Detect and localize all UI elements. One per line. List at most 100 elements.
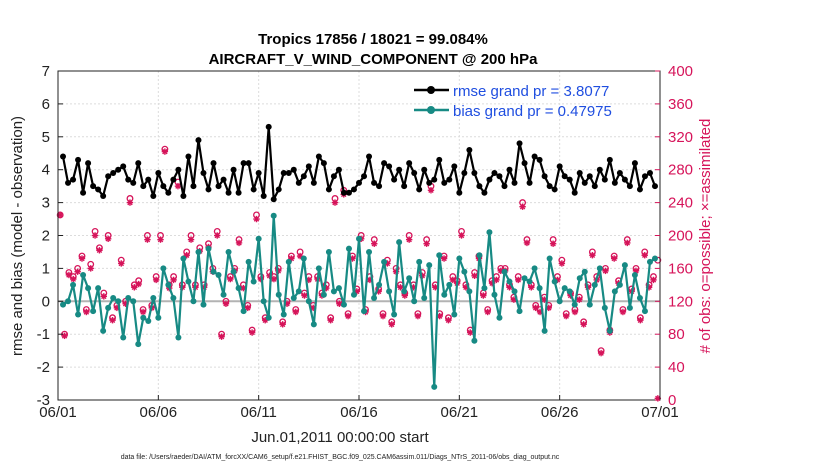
- obs-assimilated-stroke: [127, 199, 133, 206]
- bias-point: [436, 252, 443, 259]
- obs-assimilated-stroke: [79, 255, 85, 262]
- legend-rmse-marker: [427, 86, 435, 94]
- obs-assimilated-marker: [109, 317, 116, 324]
- obs-assimilated-stroke: [131, 284, 138, 291]
- obs-assimilated-marker: [152, 276, 160, 284]
- rmse-point: [220, 176, 227, 183]
- rmse-point: [280, 169, 287, 176]
- rmse-point: [320, 160, 327, 167]
- rmse-point: [90, 183, 97, 190]
- obs-assimilated-marker: [580, 321, 587, 328]
- bias-point: [100, 327, 107, 334]
- obs-assimilated-marker: [279, 321, 286, 328]
- rmse-point: [606, 156, 613, 163]
- bias-point: [486, 229, 493, 236]
- bias-point: [386, 288, 393, 295]
- legend-rmse-label: rmse grand pr = 3.8077: [453, 83, 609, 100]
- bias-point: [155, 314, 162, 321]
- rmse-point: [616, 169, 623, 176]
- rmse-point: [125, 176, 132, 183]
- bias-point: [310, 321, 317, 328]
- obs-assimilated-marker: [532, 304, 539, 312]
- obs-assimilated-marker: [244, 304, 251, 312]
- obs-assimilated-stroke: [572, 309, 578, 315]
- obs-assimilated-marker: [331, 199, 339, 206]
- bias-point: [501, 268, 508, 275]
- bias-point: [426, 262, 433, 269]
- rmse-point: [576, 169, 583, 176]
- obs-assimilated-marker: [528, 284, 535, 291]
- bias-point: [210, 268, 217, 275]
- obs-assimilated-marker: [388, 321, 395, 328]
- obs-assimilated-stroke: [327, 317, 334, 323]
- rmse-point: [641, 173, 648, 180]
- obs-assimilated-stroke: [371, 240, 378, 247]
- bias-point: [516, 308, 523, 315]
- rmse-point: [466, 146, 473, 153]
- rmse-point: [85, 160, 92, 167]
- obs-assimilated-marker: [423, 240, 430, 247]
- y-axis-label-right: # of obs: o=possible; ×=assimilated: [697, 119, 714, 354]
- obs-assimilated-stroke: [471, 273, 478, 279]
- bias-point: [416, 258, 423, 265]
- x-tick-label: 06/06: [140, 404, 178, 421]
- obs-assimilated-stroke: [87, 265, 94, 272]
- rmse-point: [356, 179, 362, 186]
- bias-point: [636, 295, 643, 302]
- rmse-point: [461, 169, 468, 176]
- bias-point: [446, 281, 453, 288]
- bias-point: [616, 281, 623, 288]
- obs-assimilated-marker: [218, 333, 225, 340]
- rmse-point: [335, 166, 342, 173]
- x-tick-label: 07/01: [641, 404, 679, 421]
- obs-assimilated-marker: [589, 252, 596, 259]
- bias-point: [95, 285, 102, 292]
- obs-assimilated-stroke: [406, 236, 412, 243]
- bias-point: [546, 255, 553, 262]
- obs-assimilated-stroke: [92, 232, 98, 239]
- obs-assimilated-stroke: [498, 268, 504, 274]
- y-tick-label-right: 40: [668, 359, 685, 376]
- bias-point: [220, 291, 227, 298]
- bias-point: [195, 248, 202, 255]
- rmse-point: [195, 137, 202, 144]
- obs-assimilated-marker: [458, 232, 465, 239]
- obs-assimilated-stroke: [650, 277, 657, 283]
- x-axis-label: Jun.01,2011 00:00:00 start: [251, 429, 429, 446]
- bias-point: [225, 248, 232, 255]
- rmse-point: [160, 183, 167, 190]
- bias-point: [335, 285, 342, 292]
- rmse-point: [300, 173, 307, 180]
- obs-assimilated-marker: [558, 260, 566, 267]
- rmse-point: [175, 166, 182, 173]
- bias-point: [531, 265, 538, 272]
- obs-assimilated-stroke: [66, 272, 72, 278]
- rmse-point: [411, 169, 418, 176]
- obs-assimilated-marker: [480, 292, 487, 299]
- rmse-point: [436, 156, 443, 163]
- rmse-point: [145, 176, 152, 183]
- bias-point: [160, 265, 167, 272]
- rmse-point: [170, 176, 177, 183]
- obs-assimilated-stroke: [380, 313, 386, 319]
- obs-assimilated-marker: [549, 240, 557, 247]
- obs-assimilated-stroke: [249, 329, 255, 336]
- bias-point: [551, 278, 558, 285]
- rmse-point: [581, 179, 588, 186]
- rmse-point: [501, 183, 508, 190]
- bias-point: [175, 334, 182, 341]
- obs-assimilated-marker: [445, 317, 452, 324]
- obs-assimilated-stroke: [96, 247, 103, 254]
- rmse-point: [65, 179, 72, 186]
- y-tick-label-left: 6: [42, 96, 50, 113]
- rmse-point: [350, 186, 357, 193]
- obs-assimilated-stroke: [428, 187, 434, 193]
- bias-point: [571, 301, 578, 308]
- rmse-point: [150, 193, 157, 200]
- obs-assimilated-marker: [619, 308, 627, 316]
- obs-assimilated-marker: [401, 292, 409, 299]
- bias-point: [330, 288, 337, 295]
- obs-assimilated-stroke: [227, 276, 234, 282]
- obs-assimilated-stroke: [301, 292, 308, 299]
- footnote: data file: /Users/raeder/DAI/ATM_forcXX/…: [121, 454, 560, 461]
